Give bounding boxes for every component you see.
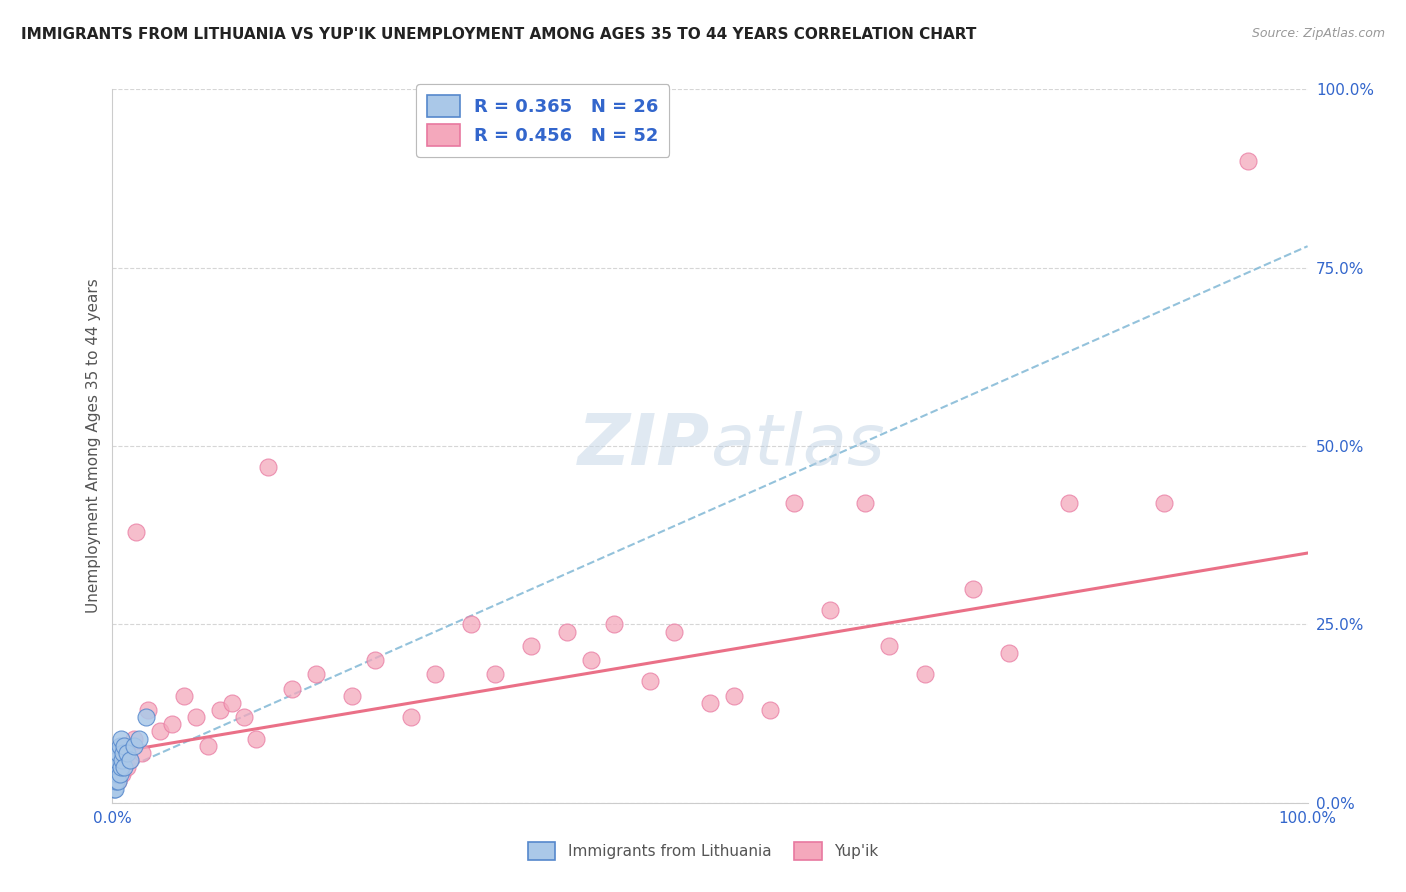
Point — [1057, 496, 1080, 510]
Point — [115, 760, 138, 774]
Point — [425, 667, 447, 681]
Point — [603, 617, 626, 632]
Point — [108, 767, 131, 781]
Point — [197, 739, 219, 753]
Point — [103, 774, 125, 789]
Point — [914, 667, 936, 681]
Point — [131, 746, 153, 760]
Point — [723, 689, 745, 703]
Y-axis label: Unemployment Among Ages 35 to 44 years: Unemployment Among Ages 35 to 44 years — [86, 278, 101, 614]
Point — [257, 460, 280, 475]
Point — [555, 624, 578, 639]
Point — [107, 774, 129, 789]
Point — [111, 767, 134, 781]
Point — [640, 674, 662, 689]
Point — [281, 681, 304, 696]
Point — [855, 496, 877, 510]
Point — [110, 760, 132, 774]
Point — [105, 767, 128, 781]
Point — [305, 667, 328, 681]
Point — [111, 753, 134, 767]
Point — [209, 703, 232, 717]
Point — [186, 710, 208, 724]
Point — [579, 653, 602, 667]
Point — [105, 774, 128, 789]
Text: atlas: atlas — [710, 411, 884, 481]
Point — [460, 617, 482, 632]
Point — [484, 667, 506, 681]
Point — [125, 524, 148, 539]
Point — [105, 767, 128, 781]
Point — [962, 582, 984, 596]
Point — [664, 624, 686, 639]
Point — [105, 760, 128, 774]
Point — [104, 781, 127, 796]
Point — [879, 639, 901, 653]
Point — [162, 717, 183, 731]
Point — [114, 739, 135, 753]
Point — [107, 774, 129, 789]
Point — [108, 746, 131, 760]
Point — [110, 731, 132, 746]
Point — [782, 496, 804, 510]
Point — [105, 753, 128, 767]
Point — [104, 760, 127, 774]
Point — [520, 639, 543, 653]
Point — [112, 746, 135, 760]
Point — [1153, 496, 1175, 510]
Point — [120, 753, 142, 767]
Point — [1237, 153, 1260, 168]
Point — [103, 760, 125, 774]
Point — [112, 753, 135, 767]
Point — [233, 710, 256, 724]
Point — [135, 710, 157, 724]
Point — [115, 746, 138, 760]
Point — [221, 696, 243, 710]
Text: ZIP: ZIP — [578, 411, 710, 481]
Point — [364, 653, 387, 667]
Point — [105, 753, 128, 767]
Point — [128, 731, 150, 746]
Point — [699, 696, 721, 710]
Point — [818, 603, 841, 617]
Point — [401, 710, 423, 724]
Point — [759, 703, 782, 717]
Point — [122, 739, 145, 753]
Legend: R = 0.365   N = 26, R = 0.456   N = 52: R = 0.365 N = 26, R = 0.456 N = 52 — [416, 84, 669, 157]
Point — [138, 703, 160, 717]
Point — [149, 724, 172, 739]
Point — [173, 689, 195, 703]
Point — [104, 753, 127, 767]
Point — [104, 767, 127, 781]
Point — [998, 646, 1021, 660]
Legend: Immigrants from Lithuania, Yup'ik: Immigrants from Lithuania, Yup'ik — [522, 836, 884, 866]
Text: IMMIGRANTS FROM LITHUANIA VS YUP'IK UNEMPLOYMENT AMONG AGES 35 TO 44 YEARS CORRE: IMMIGRANTS FROM LITHUANIA VS YUP'IK UNEM… — [21, 27, 976, 42]
Point — [108, 739, 131, 753]
Point — [105, 746, 128, 760]
Point — [107, 746, 129, 760]
Point — [114, 760, 135, 774]
Point — [340, 689, 363, 703]
Point — [120, 753, 142, 767]
Point — [245, 731, 267, 746]
Point — [110, 760, 132, 774]
Point — [114, 739, 135, 753]
Point — [122, 731, 145, 746]
Point — [103, 781, 125, 796]
Text: Source: ZipAtlas.com: Source: ZipAtlas.com — [1251, 27, 1385, 40]
